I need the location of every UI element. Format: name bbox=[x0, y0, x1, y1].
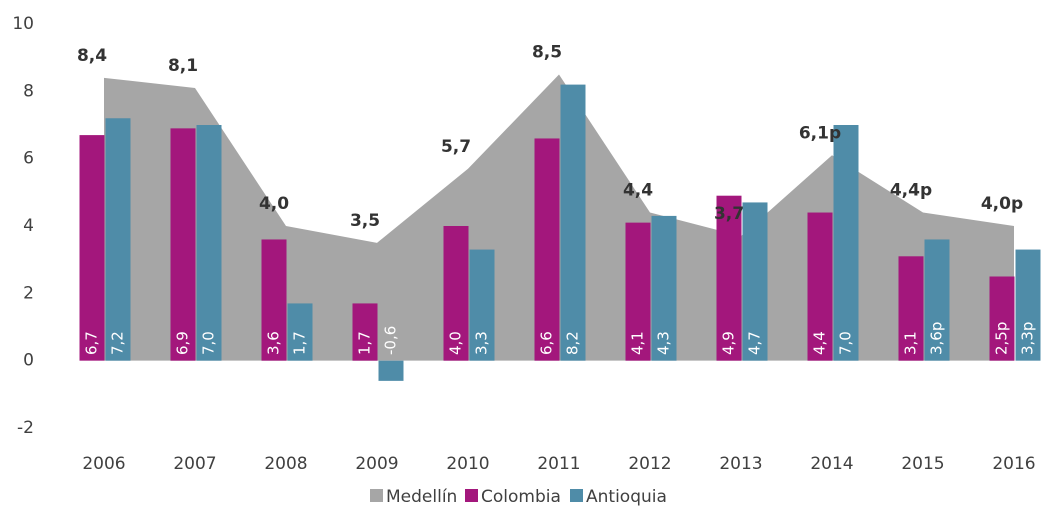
area-value-label: 8,5 bbox=[532, 43, 562, 63]
bar bbox=[560, 84, 586, 361]
area-value-label: 3,5 bbox=[350, 211, 380, 231]
bar bbox=[287, 303, 313, 361]
bar-value-label: -0,6 bbox=[382, 326, 400, 355]
x-tick-label: 2013 bbox=[719, 454, 762, 474]
x-tick-label: 2014 bbox=[810, 454, 853, 474]
bar-value-label: 8,2 bbox=[564, 331, 582, 355]
area-value-label: 6,1p bbox=[799, 123, 841, 143]
legend-label: Medellín bbox=[386, 487, 457, 507]
legend-swatch bbox=[570, 489, 583, 502]
bar bbox=[625, 222, 651, 361]
area-value-label: 4,4p bbox=[890, 181, 932, 201]
bar-value-label: 3,3p bbox=[1019, 322, 1037, 355]
legend-label: Antioquia bbox=[586, 487, 667, 507]
bar bbox=[170, 128, 196, 361]
bar bbox=[924, 239, 950, 361]
bar-value-label: 6,7 bbox=[83, 331, 101, 355]
bar bbox=[833, 125, 859, 361]
bar bbox=[105, 118, 131, 361]
bar-value-label: 1,7 bbox=[291, 331, 309, 355]
bar bbox=[1015, 249, 1041, 361]
area-value-label: 4,0p bbox=[981, 194, 1023, 214]
y-tick-label: 4 bbox=[23, 216, 34, 236]
bar bbox=[196, 125, 222, 361]
x-tick-label: 2007 bbox=[173, 454, 216, 474]
x-tick-label: 2012 bbox=[628, 454, 671, 474]
y-tick-label: 2 bbox=[23, 283, 34, 303]
bar bbox=[716, 195, 742, 361]
y-tick-label: 6 bbox=[23, 149, 34, 169]
bar-value-label: 4,0 bbox=[447, 331, 465, 355]
x-tick-label: 2010 bbox=[446, 454, 489, 474]
bar-value-label: 2,5p bbox=[993, 322, 1011, 355]
legend-swatch bbox=[370, 489, 383, 502]
bar bbox=[807, 212, 833, 361]
bar bbox=[742, 202, 768, 361]
y-tick-label: 10 bbox=[12, 14, 34, 34]
legend-label: Colombia bbox=[481, 487, 561, 507]
bar-value-label: 3,6 bbox=[265, 331, 283, 355]
bar-value-label: 4,4 bbox=[811, 331, 829, 355]
bar-value-label: 4,3 bbox=[655, 331, 673, 355]
x-tick-label: 2015 bbox=[901, 454, 944, 474]
bar bbox=[261, 239, 287, 361]
bar-value-label: 4,9 bbox=[720, 331, 738, 355]
y-tick-label: -2 bbox=[17, 418, 34, 438]
bar bbox=[898, 256, 924, 361]
bar bbox=[534, 138, 560, 361]
area-value-label: 4,4 bbox=[623, 181, 653, 201]
legend-swatch bbox=[465, 489, 478, 502]
area-value-label: 8,1 bbox=[168, 56, 198, 76]
bar bbox=[79, 135, 105, 361]
bar bbox=[651, 215, 677, 361]
bar-value-label: 7,0 bbox=[200, 331, 218, 355]
bar-value-label: 7,0 bbox=[837, 331, 855, 355]
area-value-label: 4,0 bbox=[259, 194, 289, 214]
bar-value-label: 6,6 bbox=[538, 331, 556, 355]
bar-value-label: 7,2 bbox=[109, 331, 127, 355]
area-value-label: 3,7 bbox=[714, 204, 744, 224]
y-tick-label: 8 bbox=[23, 81, 34, 101]
bar bbox=[989, 276, 1015, 361]
y-tick-label: 0 bbox=[23, 351, 34, 371]
area-value-label: 5,7 bbox=[441, 137, 471, 157]
x-tick-label: 2016 bbox=[992, 454, 1035, 474]
x-tick-label: 2009 bbox=[355, 454, 398, 474]
x-tick-label: 2006 bbox=[82, 454, 125, 474]
area-value-label: 8,4 bbox=[77, 46, 107, 66]
x-tick-label: 2011 bbox=[537, 454, 580, 474]
bar-value-label: 3,1 bbox=[902, 331, 920, 355]
bar bbox=[469, 249, 495, 361]
bar-value-label: 3,6p bbox=[928, 322, 946, 355]
bar-value-label: 4,1 bbox=[629, 331, 647, 355]
bar bbox=[378, 360, 404, 381]
bar-value-label: 4,7 bbox=[746, 331, 764, 355]
bar-value-label: 3,3 bbox=[473, 331, 491, 355]
bar bbox=[352, 303, 378, 361]
bar bbox=[443, 226, 469, 361]
x-tick-label: 2008 bbox=[264, 454, 307, 474]
bar-value-label: 6,9 bbox=[174, 331, 192, 355]
bar-value-label: 1,7 bbox=[356, 331, 374, 355]
